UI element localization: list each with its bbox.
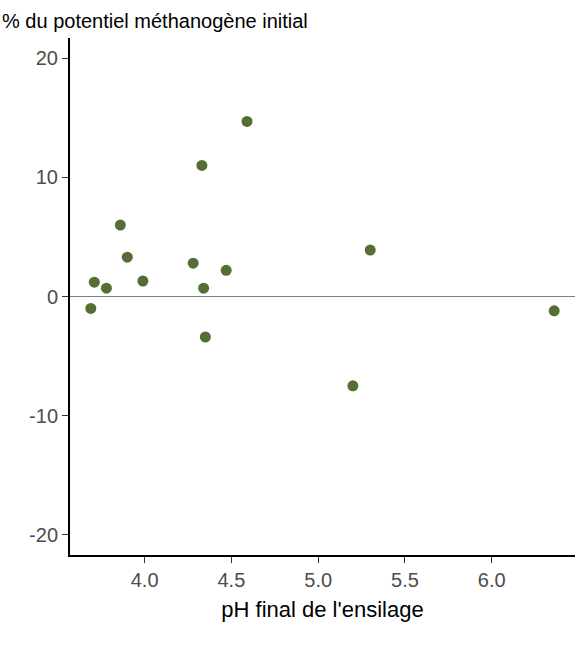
svg-text:20: 20 <box>36 47 58 69</box>
svg-text:5.0: 5.0 <box>304 569 332 591</box>
svg-text:4.5: 4.5 <box>217 569 245 591</box>
svg-text:0: 0 <box>47 286 58 308</box>
svg-text:-10: -10 <box>29 405 58 427</box>
svg-text:5.5: 5.5 <box>391 569 419 591</box>
svg-text:-20: -20 <box>29 524 58 546</box>
svg-text:6.0: 6.0 <box>478 569 506 591</box>
svg-text:pH final de l'ensilage: pH final de l'ensilage <box>221 597 423 622</box>
svg-text:4.0: 4.0 <box>131 569 159 591</box>
svg-text:% du potentiel méthanogène ini: % du potentiel méthanogène initial <box>2 10 308 32</box>
svg-text:10: 10 <box>36 166 58 188</box>
